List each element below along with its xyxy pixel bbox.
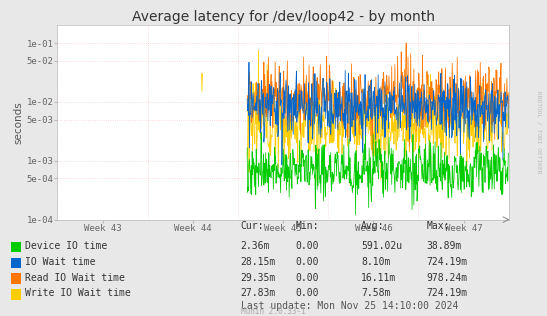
Text: Last update: Mon Nov 25 14:10:00 2024: Last update: Mon Nov 25 14:10:00 2024 xyxy=(241,301,458,311)
Text: Max:: Max: xyxy=(427,221,450,231)
Text: 2.36m: 2.36m xyxy=(241,241,270,251)
Text: 978.24m: 978.24m xyxy=(427,273,468,283)
Text: Read IO Wait time: Read IO Wait time xyxy=(25,273,125,283)
Text: IO Wait time: IO Wait time xyxy=(25,257,95,267)
Text: 8.10m: 8.10m xyxy=(361,257,391,267)
Text: 591.02u: 591.02u xyxy=(361,241,402,251)
Text: 0.00: 0.00 xyxy=(295,289,319,298)
Text: 28.15m: 28.15m xyxy=(241,257,276,267)
Text: RRDTOOL / TOBI OETIKER: RRDTOOL / TOBI OETIKER xyxy=(536,91,542,174)
Text: 27.83m: 27.83m xyxy=(241,289,276,298)
Title: Average latency for /dev/loop42 - by month: Average latency for /dev/loop42 - by mon… xyxy=(132,10,434,24)
Text: 724.19m: 724.19m xyxy=(427,257,468,267)
Text: 0.00: 0.00 xyxy=(295,241,319,251)
Text: Cur:: Cur: xyxy=(241,221,264,231)
Text: 724.19m: 724.19m xyxy=(427,289,468,298)
Text: 38.89m: 38.89m xyxy=(427,241,462,251)
Text: Device IO time: Device IO time xyxy=(25,241,107,251)
Text: 29.35m: 29.35m xyxy=(241,273,276,283)
Text: Write IO Wait time: Write IO Wait time xyxy=(25,289,130,298)
Text: Munin 2.0.33-1: Munin 2.0.33-1 xyxy=(241,307,306,316)
Text: 0.00: 0.00 xyxy=(295,273,319,283)
Text: Avg:: Avg: xyxy=(361,221,385,231)
Text: 7.58m: 7.58m xyxy=(361,289,391,298)
Text: Min:: Min: xyxy=(295,221,319,231)
Text: 0.00: 0.00 xyxy=(295,257,319,267)
Text: 16.11m: 16.11m xyxy=(361,273,396,283)
Y-axis label: seconds: seconds xyxy=(14,101,24,144)
